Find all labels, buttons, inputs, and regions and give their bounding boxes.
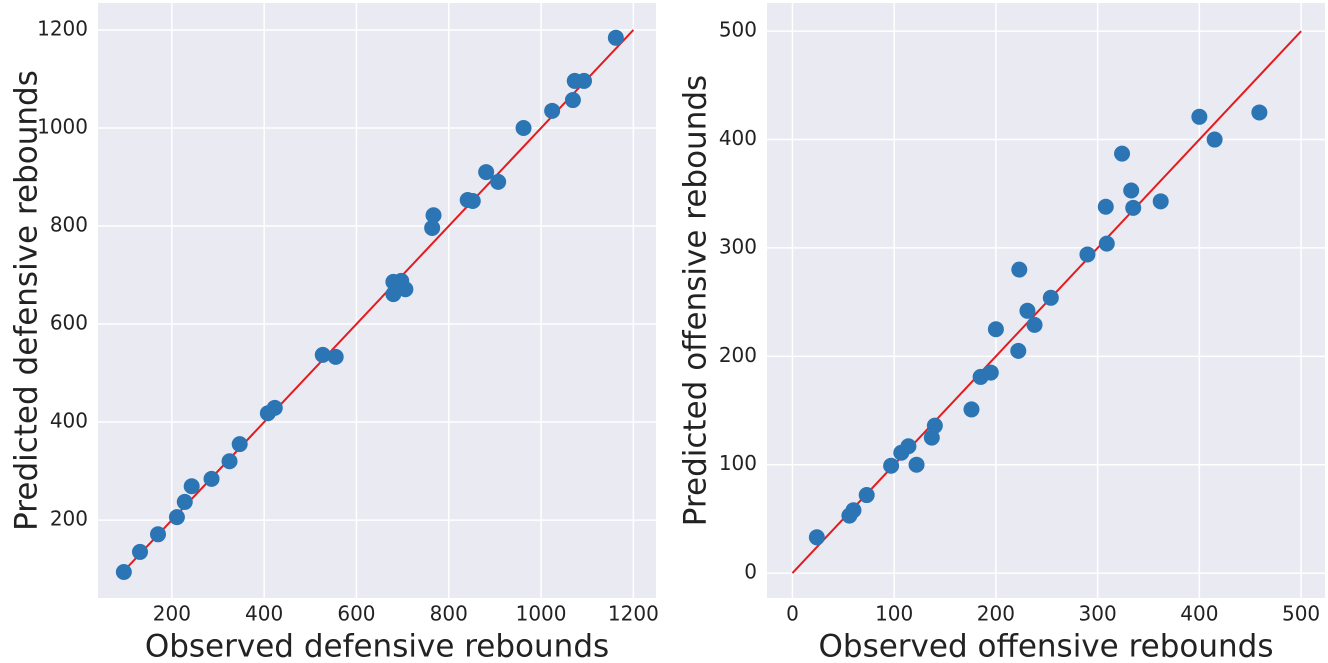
point <box>900 438 917 455</box>
point <box>1011 261 1028 278</box>
point <box>168 509 185 526</box>
point <box>397 281 414 298</box>
point <box>858 487 875 504</box>
x-tick-label: 0 <box>786 602 799 626</box>
point <box>231 436 248 453</box>
x-tick-label: 500 <box>1282 602 1320 626</box>
point <box>1123 182 1140 199</box>
point <box>327 348 344 365</box>
x-tick-label: 400 <box>245 602 283 626</box>
point <box>845 502 862 519</box>
y-axis-label: Predicted offensive rebounds <box>678 75 714 526</box>
point <box>515 119 532 136</box>
x-tick-label: 400 <box>1180 602 1218 626</box>
point <box>963 401 980 418</box>
x-tick-label: 200 <box>977 602 1015 626</box>
point <box>1114 145 1131 162</box>
x-tick-label: 600 <box>337 602 375 626</box>
x-axis-label: Observed defensive rebounds <box>145 629 609 663</box>
point <box>1097 198 1114 215</box>
x-tick-label: 800 <box>430 602 468 626</box>
reference-line <box>118 29 635 578</box>
point <box>115 564 132 581</box>
y-tick-label: 1200 <box>37 16 88 40</box>
point <box>1026 316 1043 333</box>
point <box>478 164 495 181</box>
point <box>132 543 148 560</box>
y-tick-label: 100 <box>719 451 757 475</box>
point <box>1010 342 1027 359</box>
point <box>987 321 1004 338</box>
y-tick-label: 300 <box>719 234 757 258</box>
y-tick-label: 200 <box>50 507 88 531</box>
y-tick-label: 400 <box>50 409 88 433</box>
y-tick-label: 0 <box>744 560 757 584</box>
point <box>425 207 442 224</box>
point <box>1152 193 1169 210</box>
x-tick-label: 1000 <box>516 602 567 626</box>
point <box>808 529 825 546</box>
point <box>982 364 999 381</box>
x-tick-label: 200 <box>153 602 191 626</box>
point <box>1042 289 1059 306</box>
point <box>1251 104 1268 121</box>
point <box>176 493 193 510</box>
point <box>385 286 402 303</box>
point <box>1125 199 1142 216</box>
y-tick-label: 500 <box>719 18 757 42</box>
y-axis-label: Predicted defensive rebounds <box>9 70 45 531</box>
y-tick-label: 600 <box>50 311 88 335</box>
point <box>424 219 441 236</box>
point <box>183 478 200 495</box>
point <box>266 399 283 416</box>
point <box>544 102 561 119</box>
x-axis-label: Observed offensive rebounds <box>819 629 1274 663</box>
point <box>1019 302 1036 319</box>
x-tick-label: 100 <box>875 602 913 626</box>
point <box>1098 235 1115 252</box>
point <box>203 470 220 487</box>
x-tick-label: 300 <box>1079 602 1117 626</box>
point <box>908 456 925 473</box>
point <box>490 173 507 190</box>
point <box>883 457 900 474</box>
y-tick-label: 1000 <box>37 114 88 138</box>
point <box>314 346 331 363</box>
point <box>464 193 481 210</box>
y-tick-label: 200 <box>719 343 757 367</box>
point <box>564 92 581 109</box>
point <box>1191 108 1208 125</box>
x-tick-label: 1200 <box>608 602 659 626</box>
point <box>150 526 166 543</box>
y-tick-label: 400 <box>719 126 757 150</box>
point <box>607 29 624 46</box>
point <box>1206 131 1223 148</box>
point <box>576 72 592 89</box>
point <box>1079 246 1096 263</box>
y-tick-label: 800 <box>50 213 88 237</box>
point <box>926 417 943 434</box>
point <box>221 453 238 470</box>
